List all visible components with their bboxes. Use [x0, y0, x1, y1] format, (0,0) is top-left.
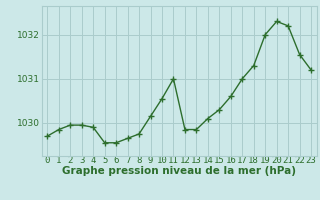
X-axis label: Graphe pression niveau de la mer (hPa): Graphe pression niveau de la mer (hPa) — [62, 166, 296, 176]
